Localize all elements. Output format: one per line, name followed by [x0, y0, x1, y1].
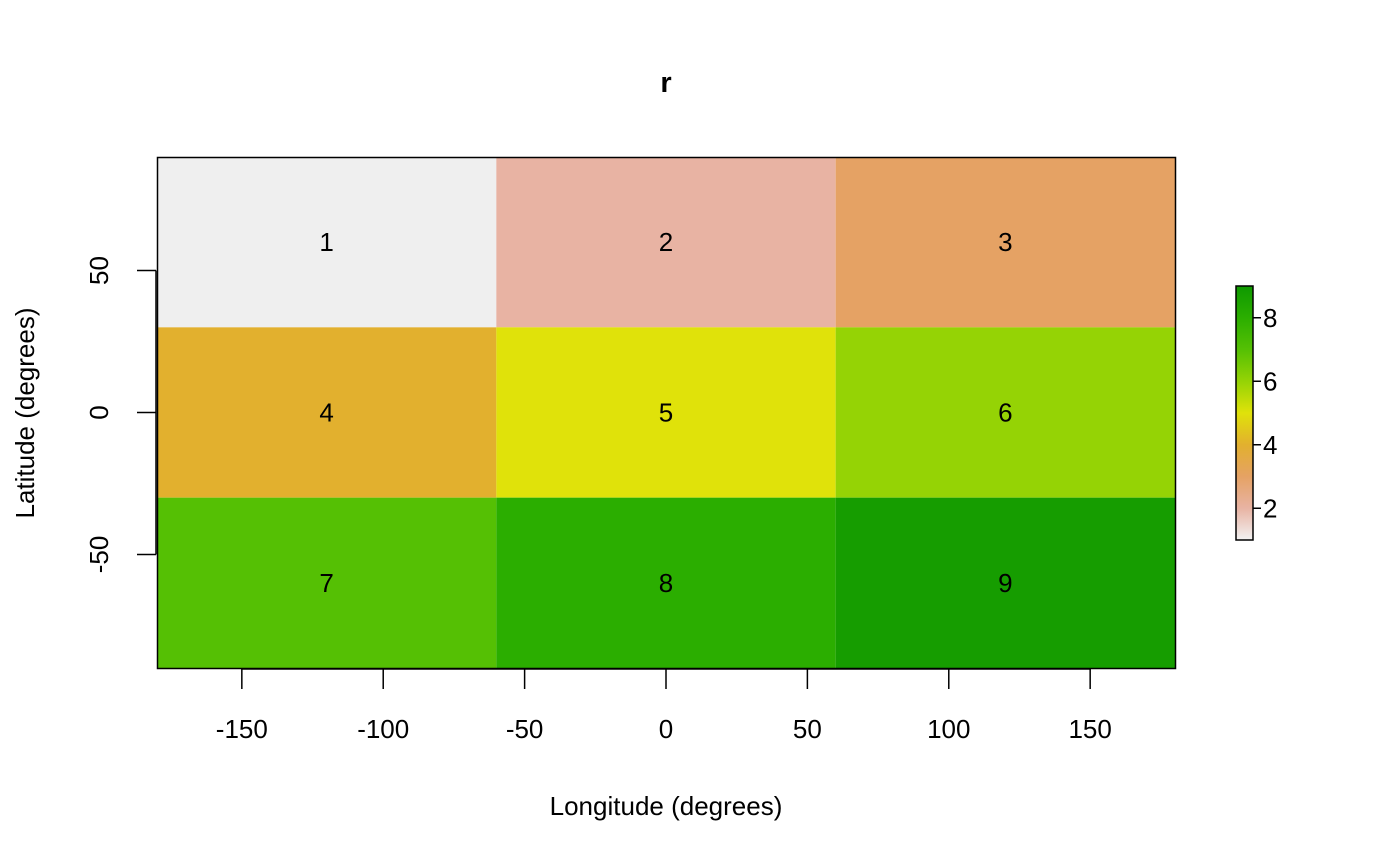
raster-cell-9	[835, 497, 1175, 668]
x-tick-label: 100	[927, 714, 970, 744]
raster-cell-1	[157, 157, 497, 328]
raster-cell-2	[496, 157, 836, 328]
y-axis: -50 0 50	[84, 256, 157, 574]
raster-cell-6	[835, 327, 1175, 498]
legend-tick-label: 4	[1263, 430, 1277, 460]
y-tick-label: 0	[84, 405, 114, 419]
color-legend: 2 4 6 8	[1235, 285, 1277, 541]
cell-label-9: 9	[998, 568, 1012, 598]
x-tick-label: 50	[793, 714, 822, 744]
x-tick-label: -150	[216, 714, 268, 744]
x-tick-label: -100	[357, 714, 409, 744]
cell-label-2: 2	[659, 227, 673, 257]
cell-label-4: 4	[319, 398, 333, 428]
x-axis: -150 -100 -50 0 50 100 150	[216, 668, 1112, 744]
cell-label-1: 1	[319, 227, 333, 257]
raster-cell-4	[157, 327, 497, 498]
legend-ticks: 2 4 6 8	[1253, 303, 1277, 523]
raster-cell-8	[496, 497, 836, 668]
cell-label-8: 8	[659, 568, 673, 598]
legend-tick-label: 8	[1263, 303, 1277, 333]
y-tick-label: 50	[84, 256, 114, 285]
cell-labels: 1 2 3 4 5 6 7 8 9	[319, 227, 1012, 598]
cell-label-3: 3	[998, 227, 1012, 257]
chart-title: r	[660, 67, 671, 99]
legend-tick-label: 2	[1263, 493, 1277, 523]
y-axis-label: Latitude (degrees)	[10, 307, 40, 518]
cell-label-6: 6	[998, 398, 1012, 428]
cell-label-7: 7	[319, 568, 333, 598]
x-tick-label: 0	[659, 714, 673, 744]
legend-colorbar	[1235, 285, 1254, 541]
raster-cell-5	[496, 327, 836, 498]
x-tick-label: -50	[506, 714, 544, 744]
raster-cell-3	[835, 157, 1175, 328]
raster-cells	[157, 157, 1175, 668]
x-axis-label: Longitude (degrees)	[550, 791, 783, 821]
x-tick-label: 150	[1068, 714, 1111, 744]
raster-cell-7	[157, 497, 497, 668]
cell-label-5: 5	[659, 398, 673, 428]
y-tick-label: -50	[84, 536, 114, 574]
legend-tick-label: 6	[1263, 366, 1277, 396]
